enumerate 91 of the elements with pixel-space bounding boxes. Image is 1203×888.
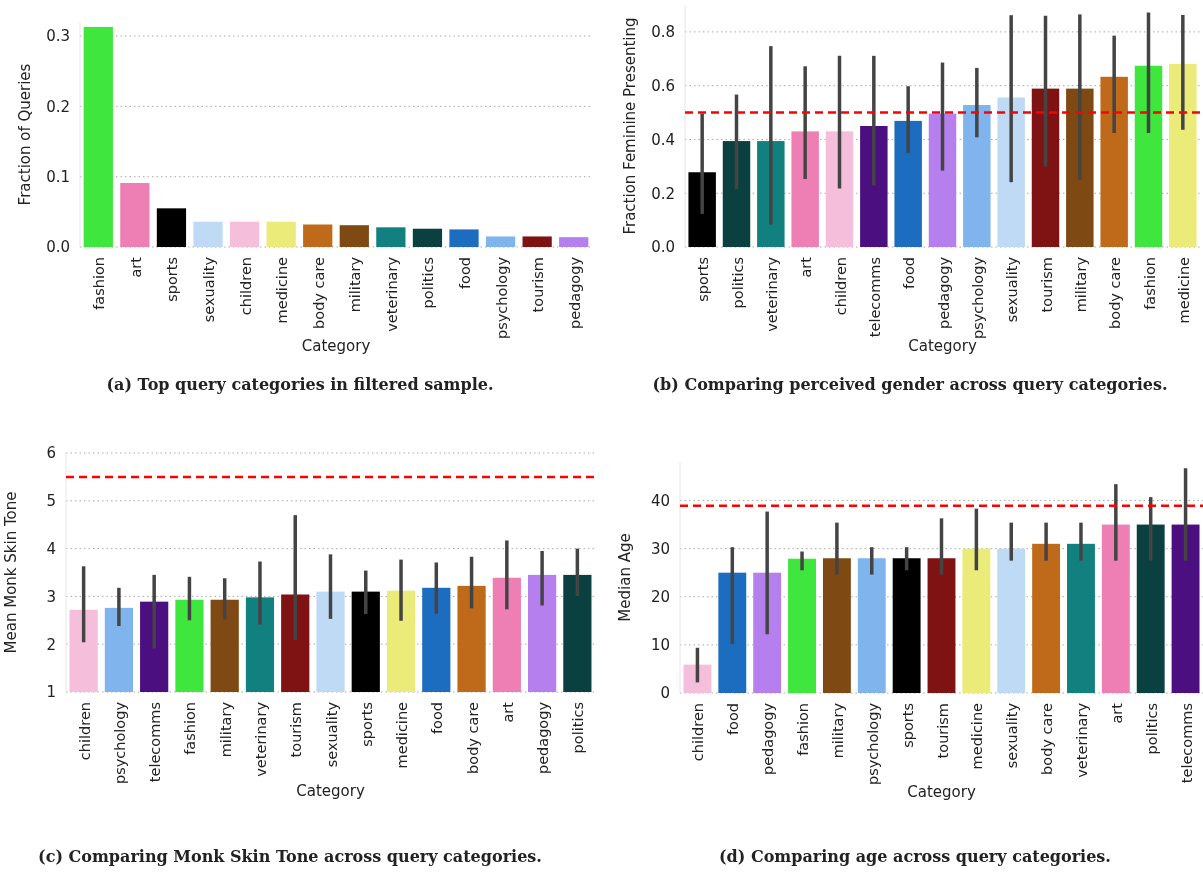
x-tick-label: food [429,702,446,735]
x-tick-label: children [237,257,254,316]
x-tick-label: sexuality [201,256,217,323]
text: (c) Comparing Monk Skin Tone across query categories. [38,847,542,866]
x-tick-label: tourism [288,702,305,758]
y-tick-label: 5 [46,492,56,511]
x-tick-label: medicine [1175,256,1192,324]
y-tick-label: 0.1 [46,167,70,186]
x-tick-label: fashion [182,702,199,755]
x-axis-title: Category [907,783,976,801]
x-tick-label: veterinary [252,701,269,777]
text: (b) Comparing perceived gender across query categories. [652,375,1168,394]
y-axis-title: Fraction of Queries [16,63,34,206]
y-axis-title: Median Age [616,533,634,622]
x-tick-label: sexuality [1004,256,1021,323]
y-tick-label: 0.0 [651,238,675,257]
x-tick-label: telecomms [866,257,883,338]
y-tick-label: 0.4 [651,130,675,149]
x-tick-label: military [1072,256,1089,313]
x-tick-label: psychology [864,702,881,786]
y-tick-label: 0.8 [651,23,675,42]
text: (d) Comparing age across query categories. [719,847,1111,866]
x-tick-label: body care [1039,702,1056,775]
y-tick-label: 2 [46,635,56,654]
x-tick-label: body care [1107,256,1124,329]
x-tick-label: body care [464,701,481,774]
x-tick-label: psychology [111,701,128,785]
x-tick-label: pedagogy [760,702,777,776]
x-tick-label: art [798,256,815,278]
x-tick-label: children [690,703,707,762]
x-tick-label: medicine [394,701,411,769]
y-tick-label: 6 [46,444,56,463]
x-tick-label: food [901,257,918,290]
x-tick-label: sexuality [323,701,340,768]
x-axis-title: Category [908,337,977,355]
x-tick-label: children [832,257,849,316]
x-tick-label: pedagogy [566,256,583,330]
y-tick-label: 30 [650,539,670,558]
y-tick-label: 0.2 [651,184,675,203]
x-tick-label: fashion [795,703,812,756]
x-tick-label: art [127,256,144,278]
x-tick-label: tourism [934,703,951,759]
x-tick-label: medicine [274,256,291,324]
x-tick-label: psychology [969,256,986,340]
x-tick-label: pedagogy [535,701,552,775]
x-tick-label: fashion [91,257,108,310]
x-tick-label: art [499,701,516,723]
text: (a) Top query categories in filtered sample. [106,375,494,394]
x-tick-label: fashion [1141,257,1158,310]
y-tick-label: 1 [46,683,56,702]
x-tick-label: sports [695,257,712,302]
y-tick-label: 10 [650,636,670,655]
y-tick-label: 0 [660,684,670,703]
x-tick-label: politics [1143,703,1160,755]
y-tick-label: 0.0 [46,238,70,257]
x-tick-label: sports [164,257,181,302]
x-tick-label: military [829,702,846,759]
x-tick-label: medicine [969,702,986,770]
x-tick-label: veterinary [763,256,780,332]
x-tick-label: psychology [493,256,510,340]
y-axis-title: Mean Monk Skin Tone [2,491,20,654]
x-tick-label: sexuality [1004,702,1021,769]
y-axis-title: Fraction Feminine Presenting [621,17,639,235]
x-tick-label: body care [310,256,327,329]
x-tick-label: veterinary [383,256,400,332]
y-tick-label: 40 [650,491,670,510]
x-tick-label: art [1108,702,1125,724]
x-tick-label: veterinary [1073,702,1090,778]
y-tick-label: 0.6 [651,76,675,95]
y-tick-label: 20 [650,588,670,607]
x-tick-label: food [725,703,742,736]
y-tick-label: 0.2 [46,97,70,116]
x-tick-label: sports [358,702,375,747]
x-tick-label: politics [729,257,746,309]
x-tick-label: pedagogy [935,256,952,330]
x-tick-label: politics [420,257,437,309]
x-tick-label: tourism [1038,257,1055,313]
x-tick-label: military [347,256,364,313]
x-tick-label: sports [899,703,916,748]
x-tick-label: tourism [530,257,547,313]
x-tick-label: telecomms [147,702,164,783]
x-tick-label: telecomms [1178,703,1195,784]
x-axis-title: Category [301,337,371,355]
y-tick-label: 0.3 [46,27,70,46]
x-tick-label: politics [570,702,587,754]
x-tick-label: military [217,701,234,758]
x-axis-title: Category [296,782,365,800]
y-tick-label: 4 [46,539,56,558]
y-tick-label: 3 [46,587,56,606]
x-tick-label: children [76,702,93,761]
x-tick-label: food [457,257,473,290]
